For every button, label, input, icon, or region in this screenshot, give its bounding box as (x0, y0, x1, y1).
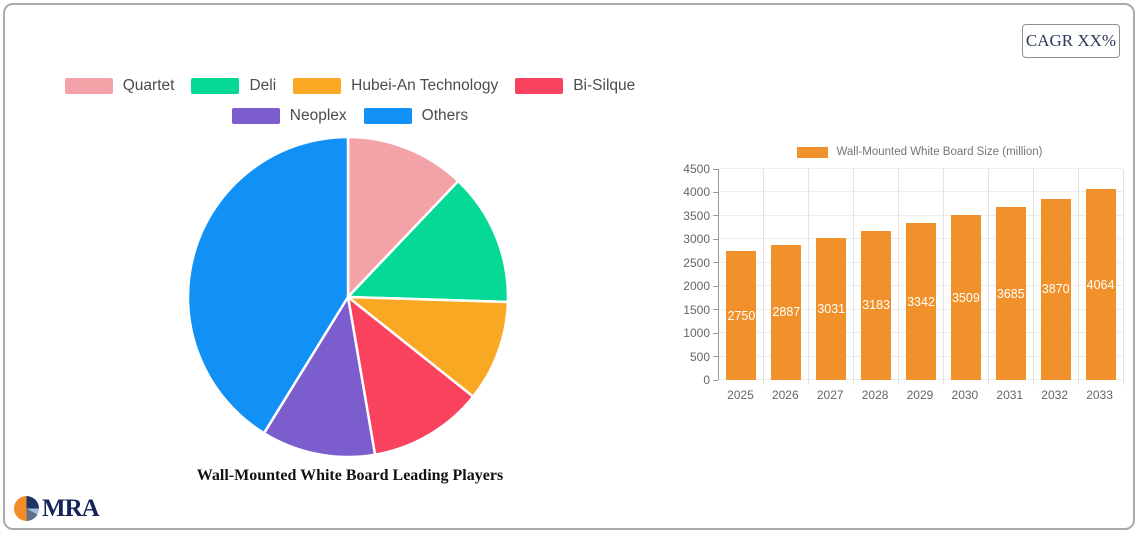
bar-2026: 2887 (771, 244, 802, 380)
cagr-label: CAGR XX% (1025, 31, 1117, 50)
bar-value-label: 2750 (727, 308, 756, 323)
mra-logo-pie-icon (14, 496, 39, 521)
y-axis-label: 1500 (683, 302, 710, 317)
y-axis-label: 0 (703, 373, 710, 387)
gridline-h (719, 214, 1123, 216)
y-axis-tick (713, 379, 718, 381)
bar-plot-area: 2750 2887 3031 3183 3342 3509 3685 3870 4064 (718, 168, 1124, 385)
bar-2028: 3183 (861, 230, 892, 380)
y-axis-tick (713, 262, 718, 264)
legend-swatch (293, 78, 342, 94)
bar-value-label: 3183 (862, 298, 891, 313)
bar-legend-swatch (797, 146, 829, 158)
x-axis-label: 2031 (996, 388, 1024, 402)
x-axis-label: 2033 (1086, 388, 1113, 402)
gridline-v (987, 169, 989, 385)
y-axis-label: 2500 (683, 255, 710, 270)
pie-slice-bi-silque (346, 295, 475, 456)
gridline-v (763, 169, 765, 385)
gridline-v (898, 169, 900, 385)
mra-logo-text: MRA (42, 495, 100, 522)
y-axis-label: 500 (689, 349, 710, 364)
pie-slice-deli (346, 179, 510, 304)
pie-slice-others (186, 135, 350, 435)
mra-logo: MRA (14, 495, 100, 522)
bar-value-label: 3342 (907, 294, 935, 309)
x-axis-label: 2026 (771, 388, 799, 402)
bar-2033: 4064 (1085, 189, 1116, 380)
legend-swatch (515, 78, 564, 94)
x-axis-label: 2030 (951, 388, 979, 402)
bar-value-label: 3685 (996, 286, 1025, 301)
y-axis-label: 2000 (683, 279, 710, 294)
legend-label: Quartet (122, 77, 175, 94)
legend-item-others[interactable]: Others (363, 107, 469, 125)
bar-2027: 3031 (816, 237, 847, 380)
legend-label: Deli (249, 77, 277, 94)
y-axis-label: 4000 (683, 185, 710, 200)
x-axis-label: 2028 (861, 388, 889, 402)
legend-label: Others (421, 107, 469, 124)
gridline-v (1032, 169, 1034, 385)
legend-item-deli[interactable]: Deli (191, 77, 276, 95)
legend-swatch (191, 78, 240, 94)
bar-value-label: 3509 (951, 290, 980, 305)
legend-item-quartet[interactable]: Quartet (64, 77, 175, 95)
gridline-v (942, 169, 944, 385)
y-axis-tick (713, 238, 718, 240)
pie-legend-row: Neoplex Others (40, 107, 660, 125)
pie-slice-neoplex (262, 295, 377, 459)
y-axis-tick (713, 215, 718, 217)
pie-slice-hubei-an-technology (346, 295, 510, 398)
pie-chart-title: Wall-Mounted White Board Leading Players (196, 467, 504, 484)
x-axis-label: 2027 (816, 388, 844, 402)
y-axis-tick (713, 332, 718, 334)
bar-2030: 3509 (950, 215, 981, 380)
pie-chart (186, 135, 510, 459)
legend-item-bi-silque[interactable]: Bi-Silque (515, 77, 635, 95)
x-axis-label: 2029 (906, 388, 934, 402)
y-axis-label: 3500 (683, 208, 710, 223)
y-axis-label: 3000 (683, 232, 710, 247)
cagr-badge: CAGR XX% (1022, 24, 1120, 58)
pie-legend-row: Quartet Deli Hubei-An Technology Bi-Silque (40, 77, 660, 95)
gridline-v (853, 169, 855, 385)
y-axis-tick (713, 191, 718, 193)
legend-item-neoplex[interactable]: Neoplex (231, 107, 347, 125)
bar-2029: 3342 (906, 223, 936, 380)
bar-chart-legend[interactable]: Wall-Mounted White Board Size (million) (718, 146, 1122, 158)
gridline-h (719, 168, 1123, 169)
gridline-h (719, 191, 1123, 193)
y-axis-label: 1000 (683, 326, 710, 341)
legend-swatch (231, 108, 280, 124)
bar-legend-label: Wall-Mounted White Board Size (million) (836, 146, 1043, 158)
y-axis-tick (713, 168, 718, 170)
pie-slice-quartet (346, 135, 460, 299)
bar-value-label: 2887 (772, 305, 801, 320)
gridline-v (808, 169, 810, 385)
bar-value-label: 3870 (1041, 282, 1070, 297)
x-axis-label: 2025 (727, 388, 754, 402)
bar-2032: 3870 (1040, 198, 1071, 380)
legend-label: Bi-Silque (573, 77, 636, 94)
bar-2025: 2750 (726, 251, 757, 380)
x-axis-label: 2032 (1041, 388, 1068, 402)
y-axis-tick (713, 356, 718, 358)
pie-legend: Quartet Deli Hubei-An Technology Bi-Silque N… (40, 77, 660, 125)
y-axis-tick (713, 285, 718, 287)
legend-label: Hubei-An Technology (351, 77, 499, 94)
legend-swatch (363, 108, 412, 124)
legend-label: Neoplex (289, 107, 347, 124)
legend-swatch (64, 78, 113, 94)
gridline-v (1077, 169, 1079, 385)
bar-value-label: 4064 (1086, 277, 1115, 292)
gridline-v (1122, 169, 1124, 385)
bar-2031: 3685 (995, 207, 1026, 380)
legend-item-hubei-an-technology[interactable]: Hubei-An Technology (293, 77, 498, 95)
y-axis-label: 4500 (683, 162, 710, 176)
bar-value-label: 3031 (817, 301, 846, 316)
y-axis-tick (713, 309, 718, 311)
